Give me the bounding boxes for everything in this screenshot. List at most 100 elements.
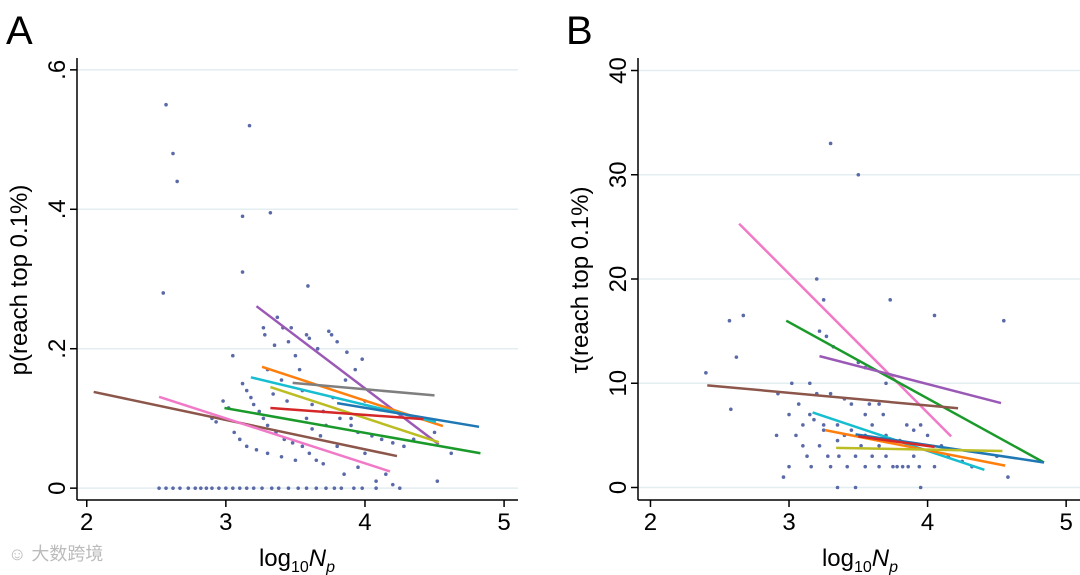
data-point <box>268 210 273 215</box>
data-point <box>310 427 314 431</box>
fit-line-purple <box>819 354 1002 405</box>
x-tick-label: 3 <box>219 509 232 536</box>
y-tick-label: 0 <box>44 481 71 494</box>
data-point <box>199 486 203 490</box>
data-point <box>342 472 346 477</box>
data-point <box>193 486 198 490</box>
data-point <box>178 486 182 490</box>
data-point <box>884 381 888 386</box>
data-point <box>279 454 284 459</box>
data-point <box>304 416 309 421</box>
data-point <box>801 423 805 427</box>
y-tick-label: 10 <box>605 370 632 397</box>
data-point <box>374 479 378 483</box>
data-point <box>224 486 228 490</box>
data-point <box>349 416 353 421</box>
data-point <box>271 392 275 396</box>
fit-line-blue <box>336 401 480 429</box>
data-point <box>210 486 214 490</box>
data-point <box>221 399 225 403</box>
data-point <box>384 472 388 477</box>
x-tick-label: 3 <box>782 509 795 536</box>
fit-line-pink <box>158 395 391 473</box>
x-tick-label: 5 <box>497 509 510 536</box>
data-point <box>314 458 319 463</box>
data-point <box>272 343 277 348</box>
data-point <box>845 464 850 469</box>
data-point <box>781 475 786 479</box>
data-point <box>877 443 881 448</box>
data-point <box>867 402 872 406</box>
data-point <box>286 486 291 490</box>
x-tick-label: 5 <box>1059 509 1072 536</box>
data-point <box>870 454 874 459</box>
data-point <box>911 454 916 459</box>
data-point <box>251 486 256 490</box>
panel-a: A p(reach top 0.1%) log10Np 0 .2 .4 .6 2 3 4 5 <box>6 9 518 575</box>
fit-line-orange <box>824 428 1006 467</box>
data-point <box>853 485 858 490</box>
data-point <box>932 313 937 318</box>
data-point <box>917 464 922 469</box>
data-point <box>343 378 348 382</box>
panel-b: B τ(reach top 0.1%) log10Np 0 10 20 30 40 2 3 4… <box>566 9 1080 575</box>
data-point <box>321 461 326 466</box>
data-point <box>310 402 314 407</box>
data-point <box>315 346 320 351</box>
data-point <box>231 486 235 490</box>
data-point <box>704 371 708 375</box>
data-point <box>186 486 191 490</box>
fit-line-green <box>785 319 1045 464</box>
data-point <box>318 434 323 438</box>
data-point <box>349 423 353 428</box>
data-point <box>729 407 733 412</box>
data-point <box>352 486 356 490</box>
data-point <box>293 458 298 463</box>
panel-label-a: A <box>6 9 33 53</box>
data-point <box>787 464 791 469</box>
data-point <box>257 409 262 414</box>
data-point <box>304 486 309 490</box>
data-point <box>363 451 367 456</box>
data-point <box>877 464 881 469</box>
data-point <box>360 357 364 361</box>
fit-line-olive <box>836 446 1003 453</box>
data-point <box>884 454 888 459</box>
data-point <box>932 464 937 469</box>
data-point <box>817 329 822 333</box>
data-point <box>853 454 858 459</box>
x-tick-label: 2 <box>80 509 93 536</box>
data-point <box>835 485 840 490</box>
data-point <box>260 486 264 490</box>
y-tick-label: 40 <box>605 57 632 84</box>
data-point <box>432 430 437 435</box>
data-point <box>826 454 830 459</box>
data-point <box>794 433 798 438</box>
data-point <box>734 355 739 359</box>
data-point <box>449 451 454 456</box>
data-point <box>809 464 813 469</box>
data-point <box>276 486 281 490</box>
data-point <box>261 326 266 330</box>
data-point <box>244 444 249 449</box>
fit-line-red <box>270 406 424 421</box>
data-point <box>251 402 256 407</box>
data-point <box>918 485 923 490</box>
data-point <box>918 423 923 427</box>
data-point <box>925 433 930 438</box>
data-point <box>1001 318 1006 323</box>
data-point <box>339 486 344 490</box>
data-point <box>828 141 833 146</box>
data-point <box>237 486 242 490</box>
data-point <box>741 313 746 318</box>
data-point <box>171 151 175 156</box>
data-point <box>789 381 794 386</box>
x-tick-label: 2 <box>644 509 657 536</box>
data-point <box>254 448 259 452</box>
data-point <box>329 332 334 337</box>
data-point <box>905 423 909 427</box>
watermark-text: 大数跨境 <box>31 544 104 564</box>
fit-line-blue <box>855 433 1045 464</box>
data-point <box>390 482 395 487</box>
